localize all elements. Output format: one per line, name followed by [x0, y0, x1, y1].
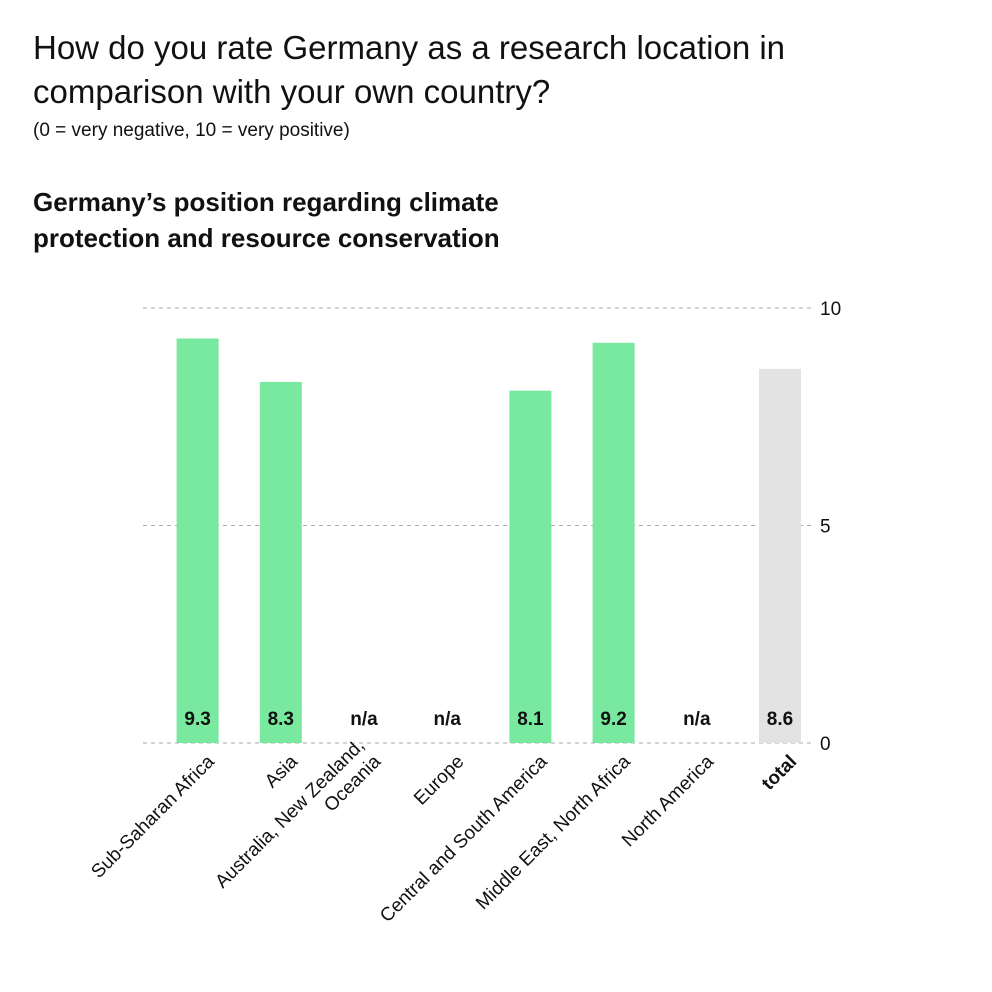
category-label-line: Asia [261, 751, 302, 792]
category-label: Middle East, North Africa [472, 751, 635, 914]
category-label-line: Middle East, North Africa [472, 751, 635, 914]
category-label-line: Europe [410, 751, 468, 809]
value-labels: 9.3 8.3 n/a n/a 8.1 9.2 n/a 8.6 [184, 709, 793, 730]
bar-sub-saharan-africa [176, 338, 219, 743]
ytick-label: 5 [820, 517, 831, 538]
bars [176, 338, 801, 743]
value-label: 9.3 [184, 709, 210, 730]
category-label: Asia [261, 751, 302, 792]
chart-title: Germany’s position regarding climate pro… [33, 187, 500, 253]
ytick-label: 10 [820, 299, 841, 320]
value-label: n/a [433, 709, 461, 730]
category-label: Sub-Saharan Africa [87, 751, 219, 883]
value-label: 8.6 [767, 709, 793, 730]
bar-middle-east-north-africa [592, 342, 635, 743]
value-label: 9.2 [600, 709, 626, 730]
value-label: n/a [350, 709, 378, 730]
bar-total [759, 368, 801, 743]
category-label: total [758, 751, 801, 794]
y-axis-ticks: 0 5 10 [807, 299, 841, 755]
bar-asia [259, 381, 302, 743]
category-label-line: Central and South America [376, 751, 552, 927]
ytick-label: 0 [820, 734, 831, 755]
category-label-line: total [758, 751, 801, 794]
category-label-line: Sub-Saharan Africa [87, 751, 219, 883]
category-label: Australia, New Zealand,Oceania [211, 735, 385, 909]
question-title: How do you rate Germany as a research lo… [33, 29, 786, 110]
scale-subtitle: (0 = very negative, 10 = very positive) [33, 120, 350, 141]
category-label: Europe [410, 751, 468, 809]
gridlines [143, 307, 805, 744]
value-label: 8.1 [517, 709, 544, 730]
bar-central-and-south-america [509, 390, 552, 743]
category-label: Central and South America [376, 751, 552, 927]
value-label: 8.3 [268, 709, 294, 730]
value-label: n/a [683, 709, 711, 730]
